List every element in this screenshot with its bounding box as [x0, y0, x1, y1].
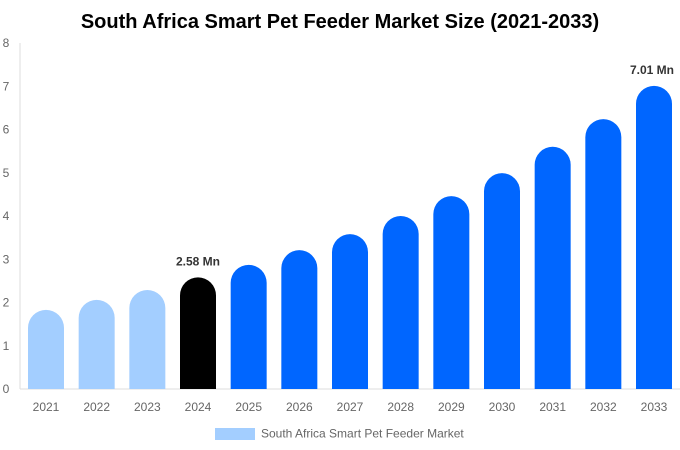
bar-2024[interactable] — [180, 277, 216, 389]
x-tick-label: 2025 — [235, 400, 262, 414]
y-tick-label: 2 — [3, 296, 10, 310]
y-axis-ticks: 0 1 2 3 4 5 6 7 8 — [3, 36, 10, 396]
y-tick-label: 5 — [3, 166, 10, 180]
chart-title: South Africa Smart Pet Feeder Market Siz… — [81, 11, 599, 33]
y-tick-label: 4 — [3, 209, 10, 223]
x-tick-label: 2026 — [286, 400, 313, 414]
x-tick-label: 2023 — [134, 400, 161, 414]
y-tick-label: 0 — [3, 382, 10, 396]
x-tick-label: 2028 — [387, 400, 414, 414]
x-tick-label: 2022 — [83, 400, 110, 414]
data-labels: 2.58 Mn 7.01 Mn — [176, 63, 674, 269]
bar-2033[interactable] — [636, 85, 672, 389]
legend[interactable]: South Africa Smart Pet Feeder Market — [215, 427, 464, 441]
x-tick-label: 2027 — [337, 400, 364, 414]
x-axis-ticks: 2021 2022 2023 2024 2025 2026 2027 2028 2029 2030… — [33, 400, 668, 414]
legend-swatch — [215, 428, 255, 440]
bar-2026[interactable] — [281, 250, 318, 389]
data-label-2033: 7.01 Mn — [630, 63, 674, 77]
bar-2021[interactable] — [28, 309, 64, 389]
x-tick-label: 2021 — [33, 400, 60, 414]
x-tick-label: 2030 — [489, 400, 516, 414]
x-tick-label: 2024 — [185, 400, 212, 414]
bar-2028[interactable] — [382, 216, 419, 389]
legend-label: South Africa Smart Pet Feeder Market — [261, 427, 464, 441]
bar-2030[interactable] — [484, 173, 520, 389]
y-tick-label: 3 — [3, 252, 10, 266]
bar-2022[interactable] — [78, 299, 115, 389]
bar-2027[interactable] — [332, 234, 368, 389]
bar-2023[interactable] — [129, 289, 166, 389]
y-tick-label: 1 — [3, 339, 10, 353]
y-tick-label: 7 — [3, 79, 10, 93]
data-label-2024: 2.58 Mn — [176, 254, 220, 268]
x-tick-label: 2031 — [539, 400, 566, 414]
y-tick-label: 8 — [3, 36, 10, 50]
bar-2031[interactable] — [534, 146, 571, 389]
bar-2029[interactable] — [433, 196, 470, 389]
bars — [28, 85, 672, 389]
y-tick-label: 6 — [3, 123, 10, 137]
bar-2032[interactable] — [585, 119, 622, 389]
x-tick-label: 2029 — [438, 400, 465, 414]
x-tick-label: 2032 — [590, 400, 617, 414]
x-tick-label: 2033 — [641, 400, 668, 414]
bar-2025[interactable] — [230, 264, 267, 389]
